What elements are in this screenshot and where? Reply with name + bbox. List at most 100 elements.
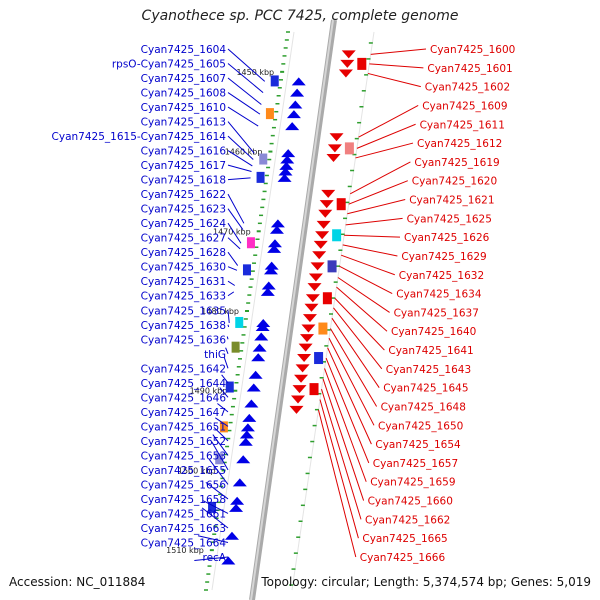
left-gene-label: Cyan7425_1633 <box>141 291 226 303</box>
left-gene-box <box>242 264 251 276</box>
right-gene-arrow <box>341 50 356 59</box>
right-gene-arrow <box>310 262 325 271</box>
scale-label: 1510 kbp <box>166 546 204 555</box>
right-leader-line <box>347 199 406 215</box>
left-gene-arrow <box>270 219 285 228</box>
left-gene-arrow <box>221 556 236 565</box>
left-leader-line <box>227 106 259 127</box>
right-gene-arrow <box>321 189 336 198</box>
right-leader-line <box>358 105 419 138</box>
left-gene-label: Cyan7425_1638 <box>141 320 226 332</box>
left-leader-line <box>226 336 229 340</box>
left-gene-arrow <box>279 161 294 170</box>
left-gene-arrow <box>263 266 278 275</box>
gene-labels: Cyan7425_1604 rpsO-Cyan7425_1605 Cyan7425_… <box>52 44 516 564</box>
right-gene-arrow <box>302 314 317 323</box>
gene-features <box>208 50 367 565</box>
left-leader-line <box>227 135 254 160</box>
left-gene-label: rpsO-Cyan7425_1605 <box>112 59 226 71</box>
right-gene-label: Cyan7425_1666 <box>360 552 446 564</box>
left-gene-arrow <box>280 155 295 164</box>
left-leader-line <box>197 535 229 543</box>
right-gene-arrow <box>294 374 309 383</box>
left-leader-line <box>227 164 252 172</box>
right-leader-line <box>339 265 393 295</box>
left-gene-arrow <box>281 149 296 158</box>
right-gene-arrow <box>304 303 319 312</box>
left-gene-label: Cyan7425_1628 <box>141 247 226 259</box>
right-leader-line <box>370 48 427 55</box>
left-gene-arrow <box>251 353 266 362</box>
axis-highlight <box>250 19 334 600</box>
left-leader-line <box>227 291 235 297</box>
right-leader-line <box>317 409 357 558</box>
right-gene-label: Cyan7425_1650 <box>378 420 463 432</box>
right-gene-arrow <box>329 133 344 142</box>
right-gene-box <box>327 260 337 273</box>
left-gene-arrow <box>246 383 261 392</box>
right-gene-label: Cyan7425_1654 <box>375 439 461 451</box>
left-leader-line <box>213 427 229 442</box>
right-gene-arrow <box>297 354 312 363</box>
track-guide-line <box>291 31 375 591</box>
right-gene-box <box>344 142 354 155</box>
left-leader-line <box>227 266 238 271</box>
left-gene-label: Cyan7425_1630 <box>141 262 226 274</box>
right-gene-arrow <box>327 144 342 153</box>
left-gene-arrow <box>236 455 251 464</box>
left-gene-arrow <box>278 167 293 176</box>
left-gene-arrow <box>288 100 303 109</box>
left-gene-arrow <box>248 370 263 379</box>
left-leader-line <box>227 121 255 154</box>
left-gene-box <box>231 341 240 353</box>
right-gene-label: Cyan7425_1637 <box>394 307 479 319</box>
right-gene-label: Cyan7425_1640 <box>391 326 476 338</box>
right-gene-arrow <box>301 324 316 333</box>
right-gene-label: Cyan7425_1602 <box>425 82 510 94</box>
left-leader-line <box>219 387 229 398</box>
right-gene-box <box>314 352 324 365</box>
left-leader-line <box>227 177 251 181</box>
right-gene-arrow <box>319 200 334 209</box>
left-gene-label: Cyan7425_1656 <box>141 479 227 491</box>
left-gene-arrow <box>267 239 282 248</box>
left-gene-label: Cyan7425_1610 <box>141 102 226 114</box>
left-gene-arrow <box>242 413 257 422</box>
right-gene-label: Cyan7425_1665 <box>362 533 447 545</box>
left-gene-label: Cyan7425_1642 <box>141 363 226 375</box>
right-leader-line <box>341 254 395 276</box>
left-leader-line <box>227 208 244 230</box>
left-leader-line <box>227 237 241 250</box>
genome-axis <box>249 19 337 600</box>
left-leader-line <box>227 324 230 328</box>
left-leader-line <box>227 280 236 286</box>
right-gene-arrow <box>295 364 310 373</box>
left-gene-arrow <box>238 437 253 446</box>
left-leader-line <box>227 310 230 324</box>
left-gene-box <box>208 501 217 513</box>
right-leader-line <box>337 277 390 313</box>
right-leader-line <box>344 234 401 238</box>
right-gene-box <box>332 229 342 242</box>
right-leader-line <box>319 399 359 539</box>
right-gene-label: Cyan7425_1619 <box>414 157 499 169</box>
right-gene-arrow <box>289 405 304 414</box>
left-gene-label: Cyan7425_1653 <box>141 450 226 462</box>
leader-lines <box>194 48 427 562</box>
right-leader-line <box>334 297 385 351</box>
genome-summary-text: Topology: circular; Length: 5,374,574 bp… <box>261 575 591 589</box>
right-gene-arrow <box>318 209 333 218</box>
left-gene-arrow <box>264 261 279 270</box>
left-gene-arrow <box>255 322 270 331</box>
right-gene-arrow <box>338 69 353 78</box>
left-leader-line <box>208 458 229 485</box>
left-leader-line <box>227 77 262 105</box>
left-leader-line <box>227 222 242 244</box>
right-gene-box <box>309 383 319 396</box>
left-gene-label: Cyan7425_1652 <box>141 436 226 448</box>
map-title: Cyanothece sp. PCC 7425, complete genome <box>141 8 459 24</box>
left-gene-label: Cyan7425_1622 <box>141 189 226 201</box>
left-gene-arrow <box>291 77 306 86</box>
right-gene-label: Cyan7425_1648 <box>381 401 466 413</box>
